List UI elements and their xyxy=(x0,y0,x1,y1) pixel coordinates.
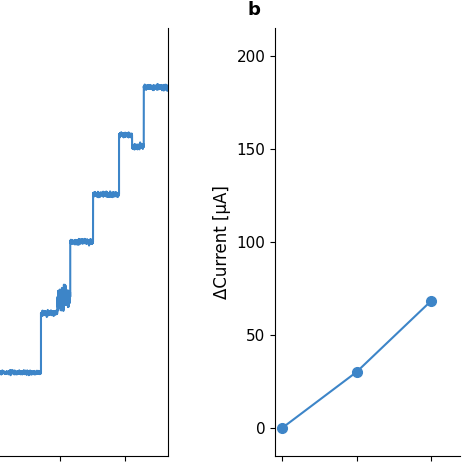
Text: b: b xyxy=(247,0,260,19)
Y-axis label: ΔCurrent [μA]: ΔCurrent [μA] xyxy=(213,185,231,299)
